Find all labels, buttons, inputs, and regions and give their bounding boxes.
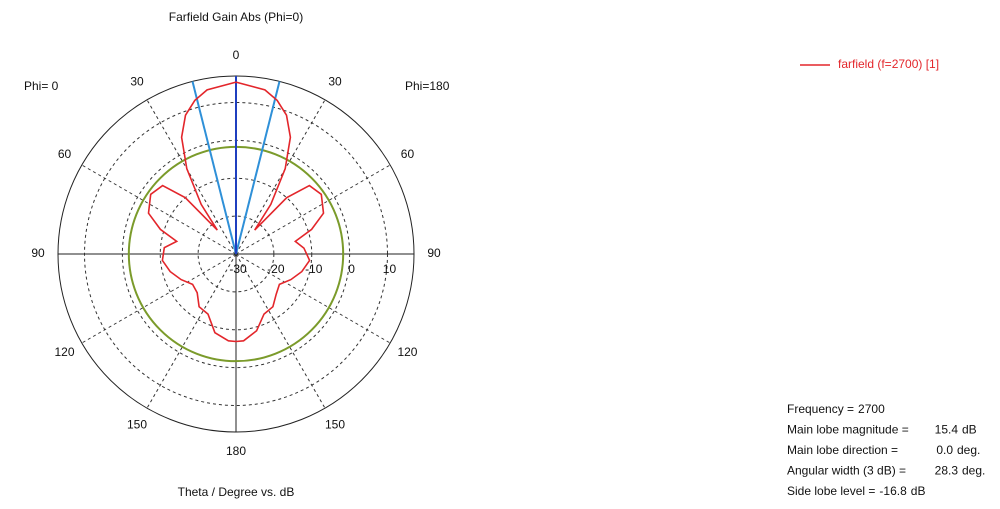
phi-label: Phi=180: [405, 79, 450, 93]
series-line: [147, 81, 325, 343]
info-line: Main lobe magnitude = 15.4 dB: [787, 423, 977, 437]
grid-ring: [84, 102, 388, 406]
info-line: Main lobe direction = 0.0 deg.: [787, 443, 980, 457]
r-tick-label: -10: [305, 262, 323, 276]
info-unit: deg.: [957, 443, 980, 457]
info-line: Side lobe level = -16.8 dB: [787, 484, 925, 498]
info-line: Frequency = 2700: [787, 402, 885, 416]
info-label: Angular width (3 dB) =: [787, 464, 906, 478]
angle-tick-label: 0: [233, 48, 240, 62]
angle-tick-label: 90: [31, 246, 45, 260]
r-tick-label: -20: [267, 262, 285, 276]
angle-tick-label: 180: [226, 444, 246, 458]
beam-width-line: [191, 81, 237, 255]
angle-tick-label: 90: [427, 246, 441, 260]
angle-tick-label: 30: [328, 75, 342, 89]
info-label: Frequency =: [787, 402, 854, 416]
info-line: Angular width (3 dB) = 28.3 deg.: [787, 464, 985, 478]
info-label: Side lobe level =: [787, 484, 875, 498]
grid-ring: [197, 215, 275, 293]
info-label: Main lobe magnitude =: [787, 423, 909, 437]
phi-label: Phi= 0: [24, 79, 59, 93]
angle-tick-label: 150: [127, 418, 147, 432]
angle-tick-label: 120: [55, 345, 75, 359]
angle-tick-label: 60: [401, 147, 415, 161]
angle-tick-label: 60: [58, 147, 72, 161]
angle-tick-label: 120: [397, 345, 417, 359]
r-tick-label: -30: [229, 262, 247, 276]
info-unit: dB: [911, 484, 926, 498]
angle-tick-label: 30: [130, 75, 144, 89]
info-value: 0.0: [936, 443, 953, 457]
x-axis-label: Theta / Degree vs. dB: [178, 485, 295, 499]
chart-title: Farfield Gain Abs (Phi=0): [169, 10, 303, 24]
info-unit: dB: [962, 423, 977, 437]
info-value: 15.4: [935, 423, 959, 437]
info-value: 2700: [858, 402, 885, 416]
r-tick-label: 0: [348, 262, 355, 276]
legend-label: farfield (f=2700) [1]: [838, 57, 939, 71]
info-value: 28.3: [935, 464, 959, 478]
info-label: Main lobe direction =: [787, 443, 898, 457]
beam-width-line: [235, 81, 281, 255]
angle-tick-label: 150: [325, 418, 345, 432]
info-unit: deg.: [962, 464, 985, 478]
r-tick-label: 10: [383, 262, 397, 276]
info-value: -16.8: [879, 484, 907, 498]
